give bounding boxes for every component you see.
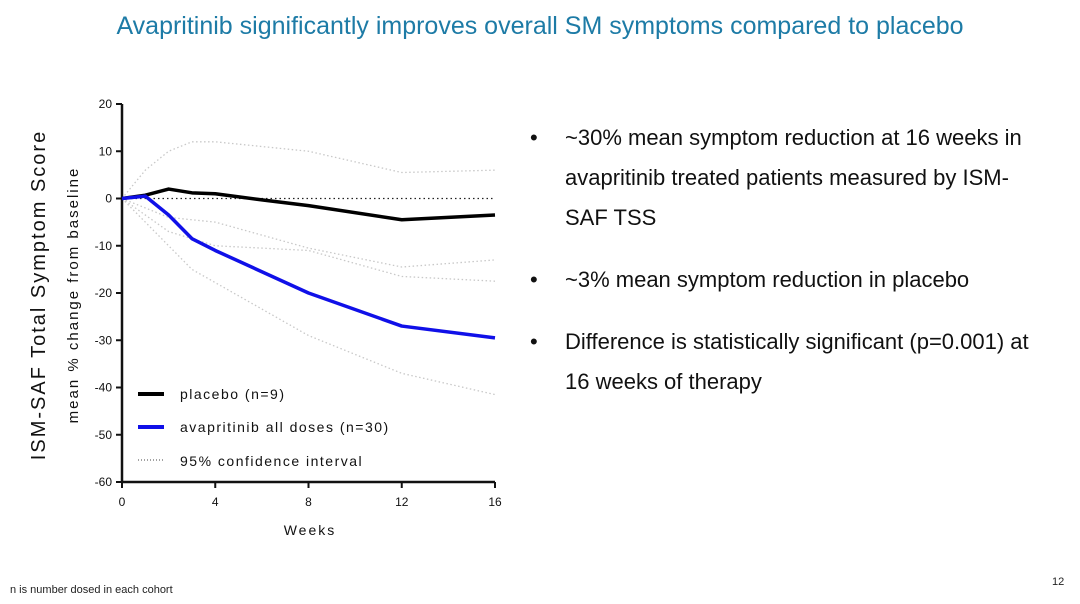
line-chart: 20 10 0 -10 -20 -30 -40 -50 -60 0 4 8 12 16 ISM-SAF T… [28,97,502,538]
x-tick-label: 8 [305,495,312,509]
avapritinib-line [121,194,496,340]
y-tick-label: -50 [95,428,113,442]
y-tick-label: -20 [95,286,113,300]
y-tick-label: 10 [99,144,113,158]
y-tick-label: 0 [105,192,112,206]
bullet-item: • ~3% mean symptom reduction in placebo [530,267,970,292]
y-axis-subtitle: mean % change from baseline [65,167,82,424]
x-axis-title: Weeks [284,522,337,538]
y-tick-label: -40 [95,381,113,395]
y-axis-title: ISM-SAF Total Symptom Score [28,130,50,460]
legend-label-ci: 95% confidence interval [180,453,363,469]
slide-title: Avapritinib significantly improves overa… [116,12,964,40]
x-tick-label: 12 [395,495,409,509]
y-tick-label: -60 [95,475,113,489]
x-tick-label: 4 [212,495,219,509]
legend-label-avapritinib: avapritinib all doses (n=30) [180,419,390,435]
footnote: n is number dosed in each cohort [10,584,173,596]
x-tick-label: 0 [119,495,126,509]
ci-placebo-upper [121,141,496,199]
ci-avapritinib-lower [121,198,496,396]
y-tick-label: -30 [95,333,113,347]
bullet-item: • ~30% mean symptom reduction at 16 weeks… [530,125,1022,230]
bullet-list: • ~30% mean symptom reduction at 16 weeks… [530,118,1050,424]
page-number: 12 [1052,576,1065,588]
ci-avapritinib-upper [121,197,496,268]
bullet-item: • Difference is statistically significant… [530,329,1029,394]
y-tick-label: 20 [99,97,113,111]
legend: placebo (n=9) avapritinib all doses (n=3… [138,386,390,469]
x-tick-label: 16 [488,495,502,509]
y-tick-label: -10 [95,239,113,253]
placebo-line [121,187,496,222]
legend-label-placebo: placebo (n=9) [180,386,286,402]
ci-placebo-lower [121,197,496,282]
